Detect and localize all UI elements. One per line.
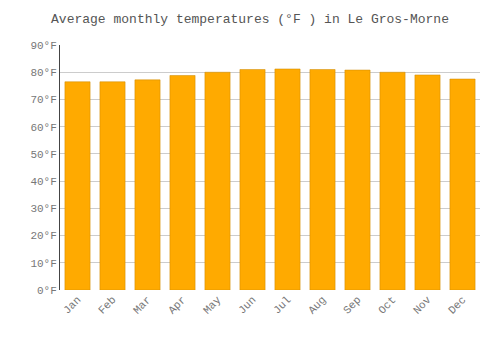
svg-text:Dec: Dec: [446, 294, 468, 316]
svg-text:Jan: Jan: [61, 294, 83, 316]
svg-text:Apr: Apr: [166, 294, 188, 316]
svg-text:0°F: 0°F: [37, 285, 57, 297]
svg-text:Jun: Jun: [236, 294, 258, 316]
svg-text:Jul: Jul: [271, 294, 293, 316]
svg-text:Aug: Aug: [306, 294, 328, 316]
svg-text:30°F: 30°F: [30, 203, 56, 215]
svg-text:40°F: 40°F: [30, 176, 56, 188]
svg-text:10°F: 10°F: [30, 258, 56, 270]
svg-text:Mar: Mar: [131, 294, 153, 316]
svg-text:Oct: Oct: [376, 294, 398, 316]
svg-text:90°F: 90°F: [30, 40, 56, 52]
svg-text:20°F: 20°F: [30, 230, 56, 242]
svg-text:60°F: 60°F: [30, 122, 56, 134]
svg-text:Sep: Sep: [341, 294, 363, 316]
svg-text:50°F: 50°F: [30, 149, 56, 161]
svg-text:80°F: 80°F: [30, 67, 56, 79]
svg-text:Feb: Feb: [96, 294, 118, 316]
svg-text:May: May: [201, 294, 224, 317]
svg-text:70°F: 70°F: [30, 94, 56, 106]
svg-text:Average monthly temperatures (: Average monthly temperatures (°F ) in Le…: [51, 12, 449, 27]
svg-text:Nov: Nov: [411, 294, 434, 317]
